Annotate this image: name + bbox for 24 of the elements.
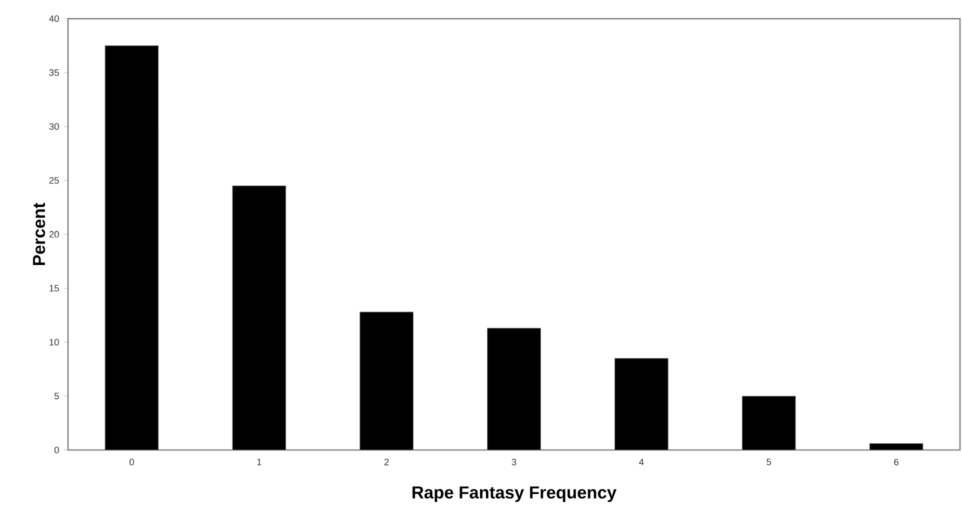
x-tick-label: 6 bbox=[894, 458, 898, 466]
y-tick-label: 20 bbox=[49, 231, 59, 238]
y-tick-label: 10 bbox=[50, 338, 59, 346]
y-tick-label: 5 bbox=[54, 392, 59, 400]
x-tick-label: 3 bbox=[512, 458, 516, 466]
y-axis-title: Percent bbox=[33, 202, 46, 265]
bar bbox=[360, 312, 414, 450]
bar bbox=[487, 328, 541, 450]
y-tick-label: 15 bbox=[50, 284, 59, 292]
x-tick-label: 0 bbox=[129, 458, 134, 466]
x-tick-label: 4 bbox=[639, 458, 644, 466]
bar bbox=[104, 45, 159, 450]
bar bbox=[232, 186, 286, 450]
y-tick-label: 35 bbox=[49, 69, 59, 76]
y-tick-label: 30 bbox=[49, 123, 59, 130]
x-tick-label: 1 bbox=[257, 458, 262, 466]
y-tick-label: 40 bbox=[49, 15, 59, 22]
x-tick-label: 5 bbox=[766, 458, 772, 466]
x-tick-label: 2 bbox=[384, 458, 389, 466]
bar bbox=[614, 358, 668, 450]
bar bbox=[742, 396, 796, 450]
x-axis-title: Rape Fantasy Frequency bbox=[412, 486, 616, 502]
y-tick-label: 0 bbox=[54, 446, 59, 454]
y-tick-label: 25 bbox=[49, 177, 59, 184]
